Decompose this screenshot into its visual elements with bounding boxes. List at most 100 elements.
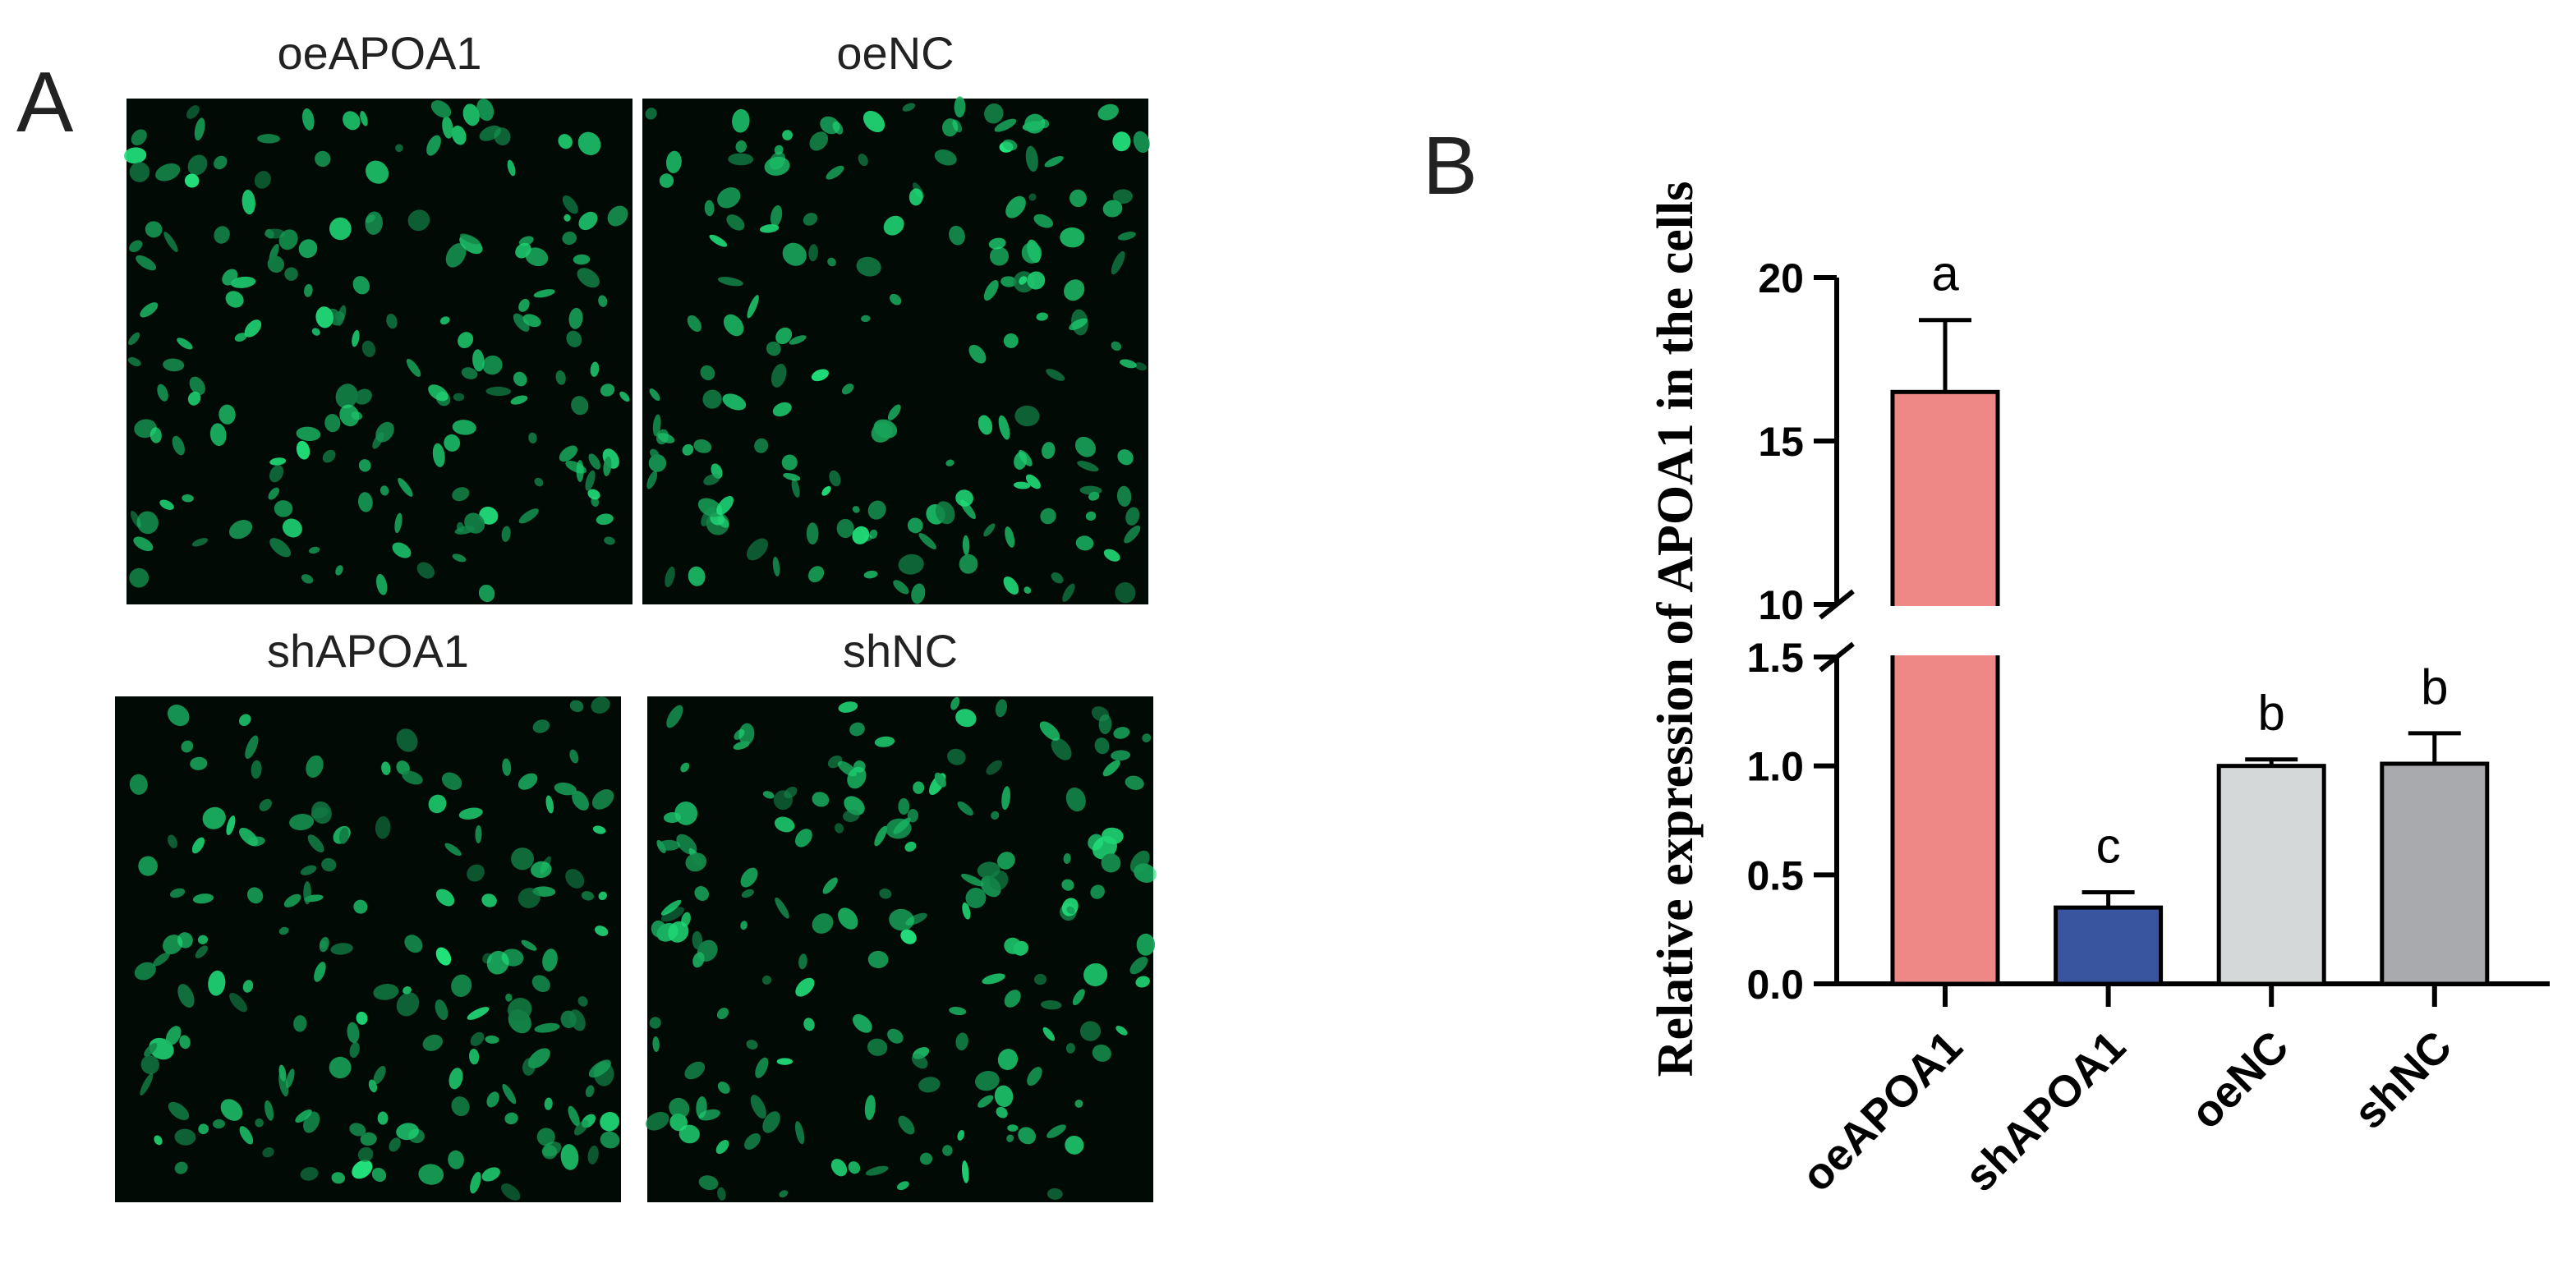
cell: [311, 328, 320, 336]
cell: [304, 283, 313, 297]
cell: [1102, 760, 1120, 777]
cell: [354, 388, 372, 405]
cell: [430, 100, 452, 118]
cell: [365, 211, 383, 235]
cell: [129, 240, 143, 253]
cell: [702, 389, 722, 409]
cell: [715, 1140, 729, 1155]
cell: [566, 330, 582, 347]
cell: [781, 454, 798, 471]
bar-chart: 0.0 0.5 1.0 1.5 10 15 20 a oeAPOA1 c shAPOA1 b oeNC b…: [1746, 246, 2550, 1201]
cell: [811, 369, 829, 382]
cell: [698, 1175, 719, 1191]
cell: [1129, 956, 1148, 975]
cell: [386, 313, 398, 329]
cell: [678, 1124, 700, 1144]
cell: [791, 479, 800, 498]
cell: [1033, 214, 1054, 228]
cell: [898, 554, 924, 575]
x-tick-label: shAPOA1: [1956, 1022, 2136, 1201]
cell: [747, 295, 759, 319]
cell: [136, 255, 157, 271]
cell: [740, 867, 758, 888]
cell: [864, 1095, 876, 1120]
y-tick-label: 20: [1758, 255, 1804, 301]
cell: [1003, 333, 1019, 348]
cell: [750, 1095, 766, 1119]
cell: [1070, 189, 1087, 208]
cell: [1060, 227, 1085, 248]
cell: [202, 806, 226, 829]
axis-break-gap: [1888, 606, 2003, 655]
cell: [501, 1183, 521, 1201]
cell: [360, 1132, 377, 1146]
cell: [648, 454, 667, 472]
significance-letter: b: [2421, 659, 2448, 714]
cell: [163, 232, 178, 253]
cell: [459, 233, 481, 245]
cell: [361, 340, 376, 357]
cell: [451, 125, 467, 145]
cell: [293, 1015, 307, 1032]
cell: [1065, 1135, 1084, 1155]
cell: [464, 512, 485, 534]
cell: [214, 155, 228, 170]
cell: [847, 766, 867, 789]
cell: [545, 795, 554, 814]
cell: [808, 244, 818, 262]
cell: [320, 940, 327, 949]
cell: [723, 314, 744, 337]
x-tick-label: oeNC: [2182, 1022, 2298, 1138]
cell: [578, 211, 598, 231]
cell: [950, 696, 960, 710]
cell: [357, 1146, 374, 1162]
cell: [522, 1058, 536, 1076]
cell: [591, 789, 614, 810]
cell: [867, 500, 886, 520]
cell: [806, 522, 819, 545]
cell: [456, 521, 464, 532]
cell: [485, 386, 512, 397]
significance-letter: a: [1931, 246, 1959, 301]
cell: [595, 926, 609, 936]
cell: [716, 495, 734, 516]
cell: [1033, 973, 1047, 985]
cell: [913, 781, 925, 794]
cell: [229, 992, 247, 1013]
cell: [665, 150, 682, 173]
cell: [329, 217, 352, 241]
cell: [213, 1119, 225, 1129]
significance-letter: c: [2096, 819, 2121, 874]
cell: [997, 852, 1015, 870]
image-label: shNC: [843, 625, 958, 677]
cell: [380, 485, 389, 496]
micrograph: [642, 96, 1150, 604]
cell: [1088, 834, 1104, 851]
cell: [426, 135, 441, 156]
cell: [159, 499, 174, 510]
cell: [389, 1137, 401, 1152]
cell: [856, 256, 881, 277]
cell: [962, 902, 971, 920]
cell: [1103, 549, 1120, 562]
cell: [131, 129, 147, 146]
cell: [508, 998, 532, 1022]
cell: [347, 1022, 360, 1044]
cell: [646, 1111, 669, 1131]
cell: [861, 315, 871, 323]
cell: [254, 171, 271, 189]
cell: [1046, 1187, 1063, 1200]
cell: [513, 371, 527, 387]
cell: [251, 760, 262, 779]
cell: [129, 162, 150, 182]
cell: [482, 355, 503, 375]
cell: [1125, 775, 1144, 790]
cell: [769, 151, 786, 170]
cell: [591, 696, 610, 714]
y-tick-label: 1.5: [1746, 635, 1804, 681]
cell: [165, 1026, 182, 1045]
cell: [600, 1112, 620, 1132]
cell: [134, 962, 156, 981]
